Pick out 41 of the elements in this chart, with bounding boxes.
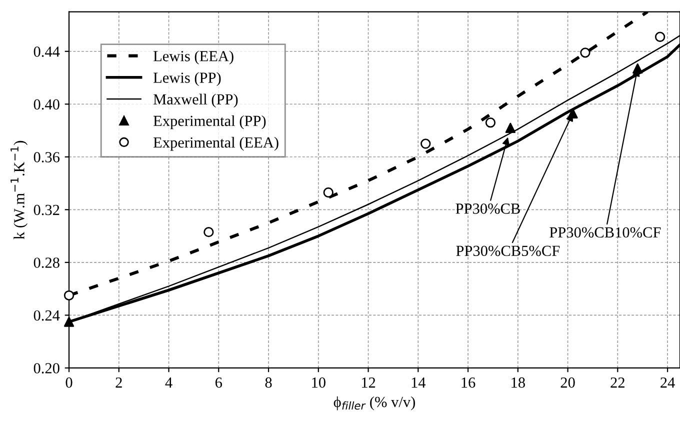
legend-label: Experimental (PP) xyxy=(153,115,266,130)
annotation: PP30%CB xyxy=(456,204,520,214)
x-axis-title: ϕ$_{filler}$ (% v/v) xyxy=(334,396,415,410)
y-tick-label: 0.44 xyxy=(34,46,60,57)
point xyxy=(580,48,590,58)
y-tick-label: 0.40 xyxy=(34,99,60,110)
y-tick-label: 0.28 xyxy=(34,258,60,268)
x-tick-label: 2 xyxy=(116,377,122,388)
annotation: PP30%CB10%CF xyxy=(550,227,661,238)
x-tick-label: 4 xyxy=(165,378,172,388)
x-tick-label: 20 xyxy=(560,377,575,388)
legend-label: Lewis (PP) xyxy=(153,72,221,86)
point xyxy=(64,290,74,300)
point xyxy=(632,63,643,74)
annotation: PP30%CB5%CF xyxy=(456,246,560,256)
point xyxy=(420,138,431,149)
point xyxy=(485,118,496,128)
x-tick-label: 8 xyxy=(265,377,272,388)
point xyxy=(505,122,516,133)
y-axis-title: k (W.m$^{−1}$.K$^{−1}$) xyxy=(10,140,28,240)
y-tick-label: 0.24 xyxy=(34,310,60,321)
point xyxy=(204,226,214,238)
legend-label: Experimental (EEA) xyxy=(153,136,278,151)
x-tick-label: 10 xyxy=(312,377,326,388)
point xyxy=(568,108,578,118)
y-tick-label: 0.32 xyxy=(34,204,60,216)
point xyxy=(64,316,74,327)
x-tick-label: 22 xyxy=(610,377,624,388)
x-tick-label: 16 xyxy=(462,377,476,388)
y-tick-label: 0.20 xyxy=(34,363,60,374)
x-tick-label: 6 xyxy=(215,377,222,388)
x-tick-label: 24 xyxy=(660,377,675,388)
legend-label: Maxwell (PP) xyxy=(153,94,238,108)
x-tick-label: 12 xyxy=(362,377,376,388)
point xyxy=(654,32,666,42)
y-tick-label: 0.36 xyxy=(34,152,60,162)
x-tick-label: 18 xyxy=(512,377,525,388)
point xyxy=(323,187,334,198)
x-tick-label: 0 xyxy=(66,377,72,388)
legend-label: Lewis (EEA) xyxy=(153,50,234,64)
x-tick-label: 14 xyxy=(412,377,426,388)
